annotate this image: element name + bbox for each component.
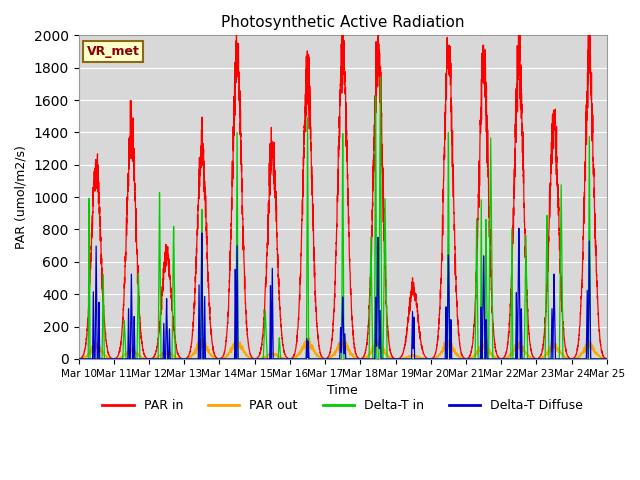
Delta-T in [376,74,384,80]
PAR in [75,356,83,361]
PAR in [427,356,435,362]
Delta-T Diffuse [602,356,610,362]
PAR in [323,355,331,361]
Delta-T in [603,356,611,362]
Delta-T Diffuse [461,356,468,362]
PAR out [603,356,611,361]
Delta-T in [75,356,83,362]
PAR out [323,356,331,361]
PAR out [426,356,434,362]
PAR in [603,356,611,361]
Title: Photosynthetic Active Radiation: Photosynthetic Active Radiation [221,15,465,30]
PAR in [491,341,499,347]
Delta-T Diffuse [491,356,499,362]
Text: VR_met: VR_met [86,45,140,58]
PAR in [586,16,594,22]
PAR in [603,356,611,361]
Delta-T in [491,356,499,362]
Y-axis label: PAR (umol/m2/s): PAR (umol/m2/s) [15,145,28,249]
Delta-T in [170,233,177,239]
Delta-T Diffuse [515,225,523,231]
PAR out [461,356,469,361]
Delta-T Diffuse [170,356,177,362]
X-axis label: Time: Time [327,384,358,397]
Delta-T in [432,356,440,362]
PAR out [75,356,83,362]
Delta-T Diffuse [323,356,331,362]
PAR in [170,320,177,325]
Legend: PAR in, PAR out, Delta-T in, Delta-T Diffuse: PAR in, PAR out, Delta-T in, Delta-T Dif… [97,395,588,418]
Line: Delta-T in: Delta-T in [79,77,607,359]
Line: Delta-T Diffuse: Delta-T Diffuse [79,228,607,359]
Delta-T Diffuse [603,356,611,362]
PAR in [432,349,440,355]
PAR in [461,356,469,361]
Delta-T in [323,356,331,362]
Delta-T Diffuse [432,356,440,362]
Line: PAR out: PAR out [79,337,607,359]
PAR out [432,355,440,360]
Line: PAR in: PAR in [79,19,607,359]
PAR out [492,354,499,360]
PAR out [603,356,611,362]
Delta-T Diffuse [75,356,83,362]
Delta-T in [461,356,469,362]
PAR out [233,335,241,340]
Delta-T in [602,356,610,362]
PAR out [170,352,177,358]
